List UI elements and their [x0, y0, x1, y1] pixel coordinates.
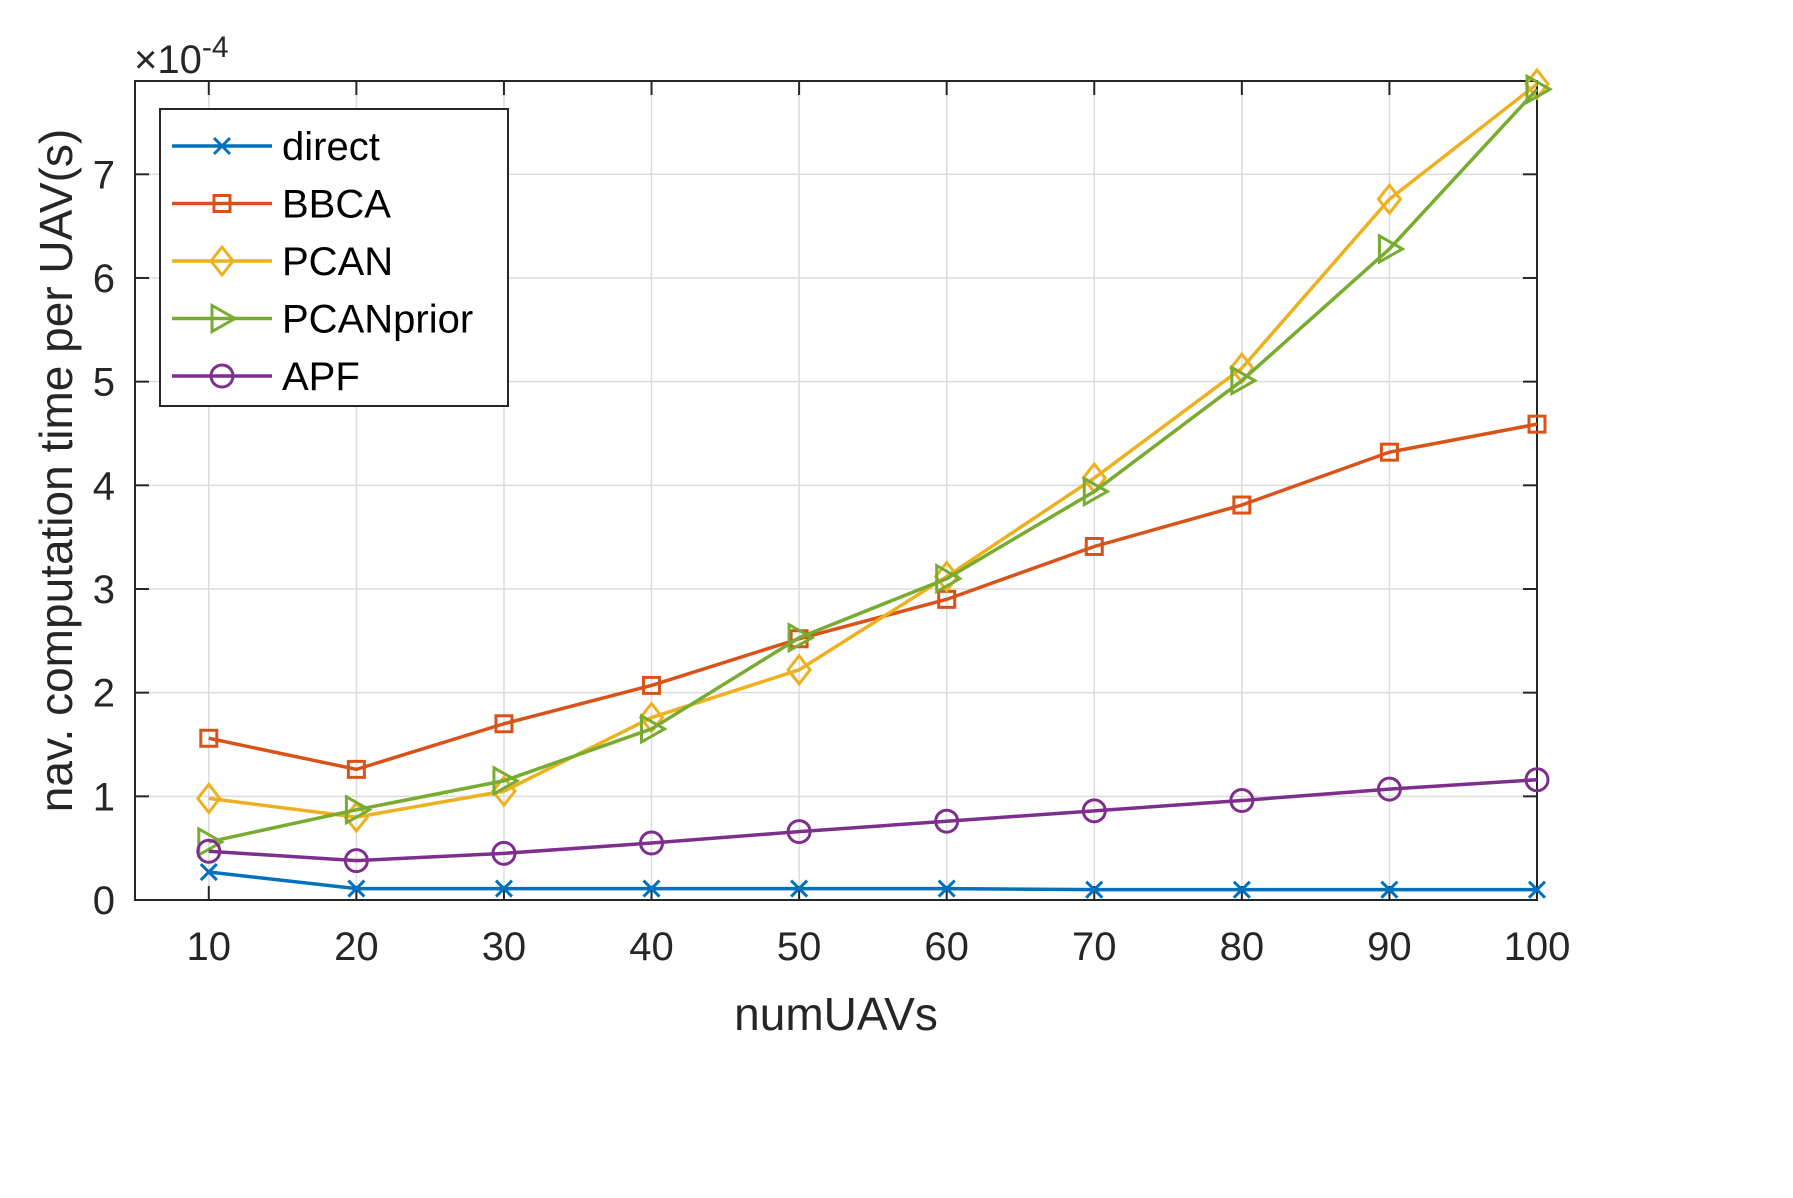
legend-marker-swatch: [212, 194, 232, 213]
legend-marker-swatch: [212, 136, 232, 156]
y-axis-title: nav. computation time per UAV(s): [30, 129, 82, 812]
data-series: [195, 67, 1554, 899]
y-tick-labels: 0 1 2 3 4 5 6 7: [93, 153, 115, 923]
series-bbca: [199, 414, 1547, 779]
legend-marker-swatch: [210, 302, 239, 335]
series-line-direct: [208, 870, 1537, 892]
x-tick-label: 70: [1072, 925, 1117, 969]
data-point-apf: [934, 808, 960, 834]
data-point-pcan: [195, 781, 222, 815]
legend-entry: APF: [172, 355, 360, 399]
data-point-direct: [347, 879, 366, 898]
y-axis-exponent: ×10-4: [134, 31, 229, 82]
data-point-apf: [1524, 767, 1550, 793]
data-point-bbca: [1084, 536, 1104, 556]
series-line-apf: [208, 777, 1538, 863]
y-axis-exponent-base: ×10: [134, 38, 202, 82]
y-axis-exponent-power: -4: [202, 31, 229, 64]
y-tick-label: 0: [93, 879, 115, 923]
data-point-pcanprior: [1230, 365, 1258, 397]
legend-marker-swatch: [209, 363, 235, 389]
series-pcanprior: [197, 73, 1554, 858]
x-tick-label: 10: [187, 925, 232, 969]
data-point-pcanprior: [1377, 233, 1406, 265]
data-point-pcan: [638, 701, 665, 734]
legend-entry: BBCA: [172, 183, 391, 227]
x-axis-title: numUAVs: [734, 988, 938, 1040]
data-point-apf: [639, 830, 665, 856]
data-point-pcan: [491, 774, 517, 808]
data-point-apf: [786, 819, 812, 845]
x-tick-label: 90: [1367, 925, 1412, 969]
data-point-pcan: [786, 653, 813, 687]
data-point-bbca: [1379, 442, 1399, 462]
data-point-bbca: [642, 675, 662, 695]
legend-label: BBCA: [282, 183, 391, 227]
plot-area-border: [134, 80, 1538, 901]
data-point-direct: [1232, 880, 1251, 899]
x-tick-label: 20: [334, 925, 379, 969]
data-point-direct: [642, 879, 661, 898]
x-tick-label: 30: [482, 925, 527, 969]
legend-label: PCAN: [282, 240, 393, 284]
y-tick-label: 4: [93, 464, 115, 508]
y-tick-label: 7: [93, 153, 115, 197]
data-point-pcan: [1376, 182, 1403, 216]
data-point-apf: [343, 848, 369, 874]
data-point-direct: [1085, 880, 1104, 899]
legend-entry: PCANprior: [172, 298, 473, 342]
data-point-pcanprior: [787, 622, 816, 654]
legend-label: PCANprior: [282, 298, 473, 342]
data-point-bbca: [1527, 414, 1547, 434]
data-point-bbca: [494, 714, 514, 734]
data-point-pcanprior: [1082, 475, 1111, 508]
series-line-pcan: [208, 82, 1539, 819]
series-apf: [196, 767, 1550, 874]
legend: direct BBCA PCAN PCANprior APF: [159, 108, 509, 407]
data-point-direct: [199, 862, 218, 882]
data-point-bbca: [1232, 495, 1252, 515]
data-point-pcanprior: [344, 794, 373, 826]
data-point-pcanprior: [492, 765, 520, 797]
data-point-pcanprior: [640, 713, 668, 745]
data-point-apf: [1081, 798, 1107, 824]
data-point-apf: [1376, 776, 1402, 802]
x-tick-label: 80: [1220, 925, 1265, 969]
x-tick-label: 40: [629, 925, 674, 969]
data-point-apf: [491, 840, 517, 866]
legend-entry: direct: [172, 125, 380, 169]
x-tick-label: 60: [924, 925, 969, 969]
x-tick-labels: 10 20 30 40 50 60 70 80 90 100: [187, 925, 1571, 969]
series-line-pcanprior: [208, 88, 1539, 844]
y-tick-label: 1: [93, 775, 115, 819]
y-tick-label: 5: [93, 361, 115, 405]
legend-label: APF: [282, 355, 360, 399]
legend-label: direct: [282, 125, 380, 169]
y-tick-label: 6: [93, 257, 115, 301]
y-tick-label: 3: [93, 568, 115, 612]
data-point-bbca: [346, 759, 366, 779]
data-point-pcanprior: [197, 826, 225, 858]
series-line-bbca: [208, 422, 1538, 772]
legend-entry: PCAN: [172, 240, 393, 284]
data-point-pcanprior: [1525, 73, 1554, 105]
data-point-pcanprior: [935, 563, 963, 595]
data-point-apf: [1229, 787, 1255, 813]
legend-box: [159, 108, 509, 407]
legend-marker-swatch: [209, 244, 235, 278]
data-point-direct: [494, 879, 514, 898]
y-tick-label: 2: [93, 672, 115, 716]
x-tick-label: 50: [777, 925, 822, 969]
data-point-direct: [1527, 880, 1547, 899]
data-point-direct: [790, 879, 809, 898]
x-tick-label: 100: [1504, 925, 1571, 969]
data-point-bbca: [199, 728, 219, 748]
series-direct: [199, 862, 1547, 899]
data-point-apf: [196, 838, 222, 864]
data-point-direct: [937, 879, 956, 898]
data-point-direct: [1380, 880, 1399, 899]
data-point-pcan: [933, 560, 960, 593]
